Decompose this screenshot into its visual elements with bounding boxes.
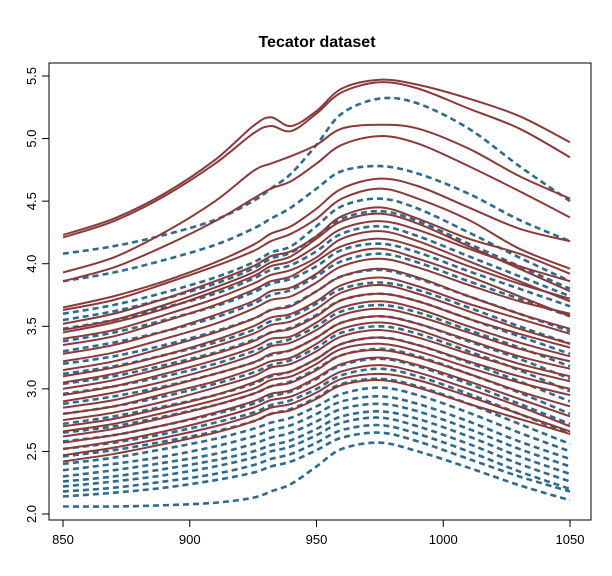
y-tick-label: 2.5 bbox=[24, 442, 39, 460]
solid-series-12 bbox=[62, 257, 571, 363]
solid-series-3 bbox=[62, 135, 571, 283]
solid-series-1 bbox=[62, 81, 571, 239]
solid-series-24 bbox=[62, 349, 571, 438]
solid-series-22 bbox=[62, 336, 571, 428]
solid-series-6 bbox=[62, 206, 571, 325]
solid-series-16 bbox=[62, 292, 571, 390]
solid-series-4 bbox=[62, 177, 571, 309]
solid-series-23 bbox=[62, 342, 571, 433]
dashed-series-54 bbox=[62, 441, 571, 508]
dashed-series-33 bbox=[62, 224, 571, 331]
dashed-series-50 bbox=[62, 410, 571, 483]
dashed-series-31 bbox=[62, 197, 571, 316]
solid-series-13 bbox=[62, 267, 571, 372]
solid-series-7 bbox=[62, 212, 571, 332]
x-axis: 850 900 950 1000 1050 bbox=[52, 519, 585, 547]
solid-series-15 bbox=[62, 283, 571, 384]
solid-series-10 bbox=[62, 237, 571, 347]
y-tick-label: 4.0 bbox=[24, 255, 39, 273]
dashed-series-34 bbox=[62, 242, 571, 343]
solid-series-21 bbox=[62, 329, 571, 422]
x-tick-label: 1000 bbox=[429, 532, 458, 547]
y-tick-label: 2.0 bbox=[24, 505, 39, 523]
dashed-series-47 bbox=[62, 386, 571, 466]
solid-series-9 bbox=[62, 230, 571, 340]
y-tick-label: 5.0 bbox=[24, 130, 39, 148]
dashed-series-30 bbox=[62, 164, 571, 283]
solid-series-5 bbox=[62, 187, 571, 312]
solid-series-8 bbox=[62, 220, 571, 334]
solid-series-14 bbox=[62, 276, 571, 378]
solid-series-20 bbox=[62, 321, 571, 415]
y-tick-label: 3.5 bbox=[24, 317, 39, 335]
solid-series-2 bbox=[62, 123, 571, 274]
chart-title: Tecator dataset bbox=[258, 34, 376, 51]
x-tick-label: 900 bbox=[179, 532, 201, 547]
solid-series-0 bbox=[62, 78, 571, 236]
solid-series-18 bbox=[62, 307, 571, 403]
solid-series-11 bbox=[62, 247, 571, 355]
y-tick-label: 3.0 bbox=[24, 380, 39, 398]
dashed-series-35 bbox=[62, 252, 571, 353]
x-tick-label: 950 bbox=[306, 532, 328, 547]
solid-series-26 bbox=[62, 364, 571, 450]
y-tick-label: 4.5 bbox=[24, 192, 39, 210]
dashed-series-51 bbox=[62, 416, 571, 488]
y-axis: 2.0 2.5 3.0 3.5 4.0 4.5 5.0 5.5 bbox=[24, 67, 50, 523]
dashed-series-53 bbox=[62, 431, 571, 498]
dashed-series-49 bbox=[62, 402, 571, 478]
solid-series-19 bbox=[62, 315, 571, 409]
x-tick-label: 1050 bbox=[556, 532, 585, 547]
series-layer bbox=[62, 78, 571, 508]
y-tick-label: 5.5 bbox=[24, 67, 39, 85]
solid-series-28 bbox=[62, 379, 571, 463]
solid-series-27 bbox=[62, 372, 571, 457]
dashed-series-29 bbox=[62, 96, 571, 255]
dashed-series-37 bbox=[62, 281, 571, 376]
solid-series-17 bbox=[62, 300, 571, 397]
dashed-series-52 bbox=[62, 423, 571, 493]
dashed-series-48 bbox=[62, 395, 571, 472]
x-tick-label: 850 bbox=[52, 532, 74, 547]
solid-series-25 bbox=[62, 356, 571, 444]
